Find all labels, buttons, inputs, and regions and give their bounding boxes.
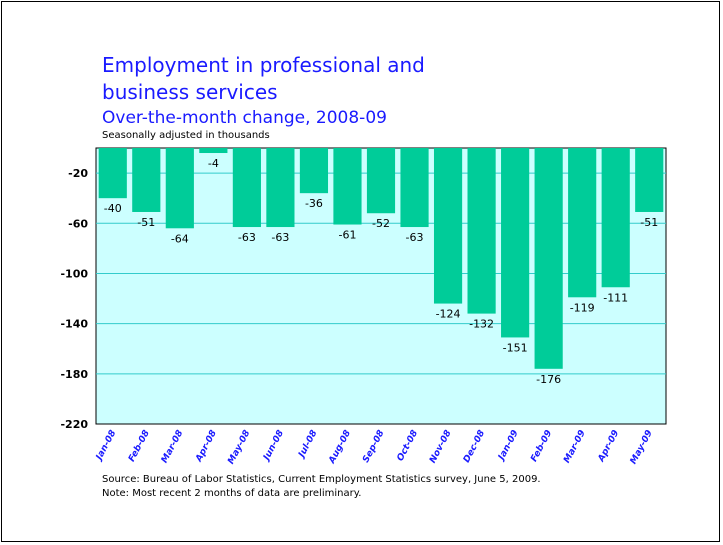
x-tick-label: Feb-08 [127,429,152,464]
data-label: -64 [171,232,189,245]
data-label: -132 [469,318,494,331]
bar [366,148,396,214]
bar [568,148,597,298]
data-label: -51 [640,216,658,229]
bar [199,148,228,154]
bar [433,148,463,304]
x-tick-label: Jan-09 [496,429,521,464]
bar [635,148,664,212]
bar [501,148,530,338]
y-tick-label: -220 [60,418,88,431]
bars [98,148,664,369]
data-label: -52 [372,217,390,230]
bar [232,148,261,228]
x-tick-label: Jun-08 [261,429,286,464]
x-tick-label: Nov-08 [428,429,454,465]
y-tick-label: -60 [68,217,88,230]
chart-title: Employment in professional and business … [102,53,425,104]
y-tick-label: -140 [60,318,88,331]
data-label: -63 [406,231,424,244]
data-label: -119 [570,301,595,314]
bar [467,148,496,314]
x-tick-label: Sep-08 [361,429,386,465]
x-tick-label: May-09 [629,429,655,466]
bar [266,148,295,228]
data-label: -40 [104,202,122,215]
x-tick-label: May-08 [226,429,252,466]
x-tick-label: Oct-08 [396,429,421,463]
data-label: -111 [603,291,628,304]
x-tick-label: Dec-08 [462,429,487,465]
data-label: -51 [137,216,155,229]
data-label: -176 [536,373,561,386]
data-label: -151 [503,341,528,354]
y-tick-label: -100 [60,267,88,280]
data-label: -63 [271,231,289,244]
data-label: -61 [338,229,356,242]
bar [98,148,127,199]
units-label: Seasonally adjusted in thousands [102,130,270,141]
data-label: -4 [208,157,219,170]
x-tick-label: Jul-08 [296,429,319,461]
data-labels: -40 -51 -64 -4 -63 -63 -36 -61 -52 -63 -124 -132 -15… [104,157,658,386]
bar [601,148,630,288]
x-axis: Jan-08 Feb-08 Mar-08 Apr-08 May-08 Jun-08 Jul-… [94,429,655,466]
bar [299,148,329,194]
y-tick-label: -180 [60,368,88,381]
bar [534,148,563,369]
data-label: -124 [436,308,461,321]
bar [333,148,362,225]
y-axis: -20 -60 -100 -140 -180 -220 [60,167,88,431]
x-tick-label: Mar-08 [160,429,186,465]
x-tick-label: Aug-08 [327,429,353,466]
chart-subtitle: Over-the-month change, 2008-09 [102,108,387,128]
x-tick-label: Apr-09 [596,429,621,465]
bar [132,148,161,212]
bar [165,148,194,229]
x-tick-label: Jan-08 [94,429,119,464]
bar [400,148,429,228]
source-note: Source: Bureau of Labor Statistics, Curr… [102,474,541,485]
x-tick-label: Apr-08 [194,429,219,465]
x-tick-label: Mar-09 [562,429,588,465]
data-label: -63 [238,231,256,244]
data-label: -36 [305,197,323,210]
x-tick-label: Feb-09 [529,429,554,464]
preliminary-note: Note: Most recent 2 months of data are p… [102,488,362,499]
y-tick-label: -20 [68,167,88,180]
